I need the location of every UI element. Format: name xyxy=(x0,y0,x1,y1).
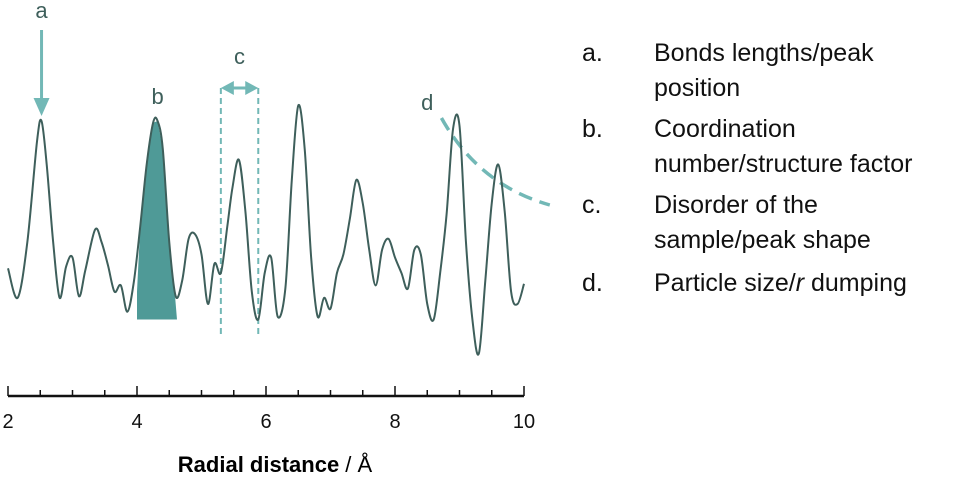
legend-item-c: c. Disorder of the sample/peak shape xyxy=(582,188,977,258)
annotation-c: c xyxy=(234,44,245,69)
legend-key-d: d. xyxy=(582,269,603,297)
legend-key-b: b. xyxy=(582,115,603,143)
legend-text-d-pre: Particle size/ xyxy=(654,269,796,297)
legend-key-a: a. xyxy=(582,39,603,67)
damping-curve-d xyxy=(439,117,551,207)
annotation-b: b xyxy=(152,84,164,109)
legend-item-d: d. Particle size/r dumping xyxy=(582,266,977,301)
legend-item-a: a. Bonds lengths/peak position xyxy=(582,36,977,106)
x-ticks: 2 4 6 8 10 xyxy=(2,386,535,433)
legend-text-d-italic: r xyxy=(795,269,805,297)
x-tick-label: 8 xyxy=(389,411,400,433)
x-axis-label-unit: / Å xyxy=(339,452,372,477)
legend-text-c: Disorder of the sample/peak shape xyxy=(654,191,871,254)
legend-key-c: c. xyxy=(582,191,602,219)
arrow-c-head-left xyxy=(220,81,234,95)
x-axis-label: Radial distance / Å xyxy=(178,452,373,477)
legend: a. Bonds lengths/peak position b. Coordi… xyxy=(582,36,977,307)
rdf-chart: a b c d 2 4 6 8 10 Radial distance / Å xyxy=(2,0,551,477)
annotation-d: d xyxy=(421,90,433,115)
annotation-layer: a b c d xyxy=(33,0,551,334)
legend-text-d-post: dumping xyxy=(804,269,907,297)
legend-item-b: b. Coordination number/structure factor xyxy=(582,112,977,182)
arrow-c-head-right xyxy=(245,81,259,95)
arrow-a-head xyxy=(33,98,50,116)
x-tick-label: 4 xyxy=(131,411,142,433)
x-tick-label: 10 xyxy=(513,411,535,433)
annotation-a: a xyxy=(35,0,48,23)
x-tick-label: 2 xyxy=(2,411,13,433)
x-axis-label-bold: Radial distance xyxy=(178,452,339,477)
series-line xyxy=(7,103,525,356)
x-tick-label: 6 xyxy=(260,411,271,433)
legend-text-b: Coordination number/structure factor xyxy=(654,115,913,178)
peak-b-fill xyxy=(137,121,177,320)
legend-text-d: Particle size/r dumping xyxy=(654,266,977,301)
legend-text-a: Bonds lengths/peak position xyxy=(654,39,874,102)
